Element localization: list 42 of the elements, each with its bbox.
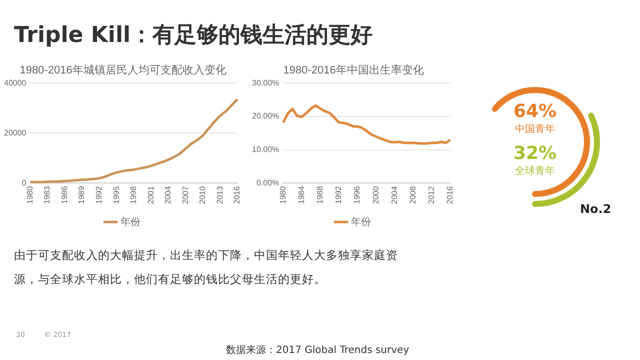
legend-label: 年份 bbox=[351, 216, 371, 228]
text: Triple Kill：有足够的钱生活的更好 bbox=[14, 22, 373, 50]
x-tick-label: 2004 bbox=[164, 186, 173, 204]
x-tick-label: 1988 bbox=[316, 186, 325, 204]
x-tick-label: 2016 bbox=[232, 186, 242, 204]
y-tick-label: 30.00% bbox=[252, 78, 280, 88]
y-tick-label: 20000 bbox=[4, 128, 27, 138]
source-note: 数据来源：2017 Global Trends survey bbox=[226, 344, 410, 357]
y-tick-label: 0 bbox=[22, 178, 27, 188]
x-tick-label: 2016 bbox=[446, 186, 455, 204]
data-label: 64% bbox=[512, 101, 558, 122]
x-tick-label: 1989 bbox=[77, 186, 86, 204]
x-tick-label: 1980 bbox=[278, 186, 288, 204]
category-label: 全球青年 bbox=[514, 164, 556, 178]
y-tick-label: 20.00% bbox=[252, 112, 280, 121]
x-tick-label: 2010 bbox=[198, 186, 208, 204]
x-tick-label: 2000 bbox=[371, 186, 380, 204]
chart-title: 1980-2016年中国出生率变化 bbox=[283, 64, 424, 77]
x-tick-label: 1992 bbox=[94, 186, 104, 204]
category-label: 中国青年 bbox=[514, 122, 556, 136]
x-tick-label: 1998 bbox=[129, 186, 138, 204]
x-tick-label: 1996 bbox=[352, 186, 362, 204]
x-tick-label: 1980 bbox=[25, 186, 34, 204]
x-tick-label: 1986 bbox=[60, 186, 69, 204]
x-tick-label: 1995 bbox=[112, 186, 121, 204]
x-tick-label: 1992 bbox=[334, 186, 344, 204]
x-tick-label: 2008 bbox=[408, 186, 418, 204]
y-tick-label: 40000 bbox=[4, 78, 27, 88]
x-tick-label: 2001 bbox=[146, 186, 156, 204]
x-tick-label: 1984 bbox=[296, 186, 306, 204]
chart-title: 1980-2016年城镇居民人均可支配收入变化 bbox=[20, 64, 226, 77]
text: No.2 bbox=[580, 202, 612, 216]
legend-label: 年份 bbox=[120, 216, 140, 228]
y-tick-label: 0.00% bbox=[256, 178, 280, 188]
data-label: 32% bbox=[512, 143, 558, 164]
x-tick-label: 1983 bbox=[42, 186, 52, 204]
x-tick-label: 2004 bbox=[390, 186, 399, 204]
x-tick-label: 2007 bbox=[180, 186, 190, 204]
x-tick-label: 2012 bbox=[427, 186, 436, 204]
x-tick-label: 2013 bbox=[215, 186, 224, 204]
text: 由于可支配收入的大幅提升，出生率的下降，中国年轻人大多独享家庭资源，与全球水平相比，他们有足够的钱比父母生活的更好。 bbox=[14, 247, 399, 288]
y-tick-label: 10.00% bbox=[252, 145, 280, 154]
